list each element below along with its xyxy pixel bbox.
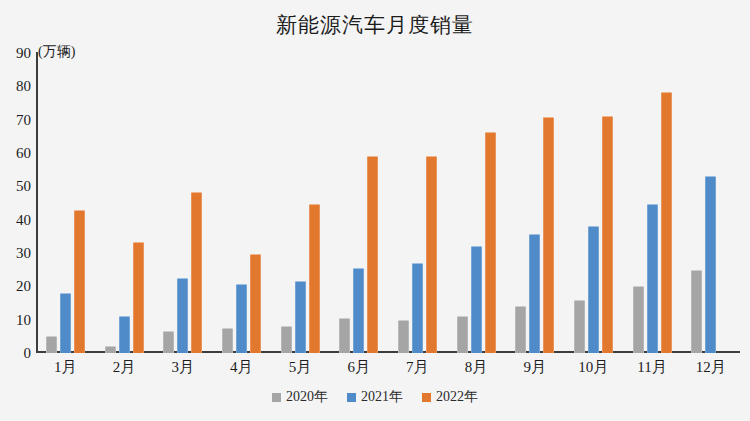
y-tick-label-30: 30 xyxy=(0,244,31,262)
bar-2021年-11月 xyxy=(647,204,658,353)
y-axis-unit-label: (万辆) xyxy=(38,43,75,61)
legend-label: 2020年 xyxy=(286,388,328,406)
bar-2020年-11月 xyxy=(633,286,644,353)
bar-2022年-10月 xyxy=(602,116,613,353)
bar-2021年-2月 xyxy=(119,316,130,353)
y-tick-label-10: 10 xyxy=(0,311,31,329)
bar-chart: 新能源汽车月度销量 (万辆) 0 10 20 30 40 50 60 70 80 90 1月2月3… xyxy=(0,0,750,421)
y-tick-label-90: 90 xyxy=(0,44,31,62)
legend-swatch-icon xyxy=(272,393,281,402)
x-label-11月: 11月 xyxy=(623,358,682,377)
bar-2021年-7月 xyxy=(412,263,423,353)
x-label-12月: 12月 xyxy=(681,358,740,377)
bar-2021年-1月 xyxy=(60,293,71,353)
bar-2022年-9月 xyxy=(543,117,554,353)
bar-2022年-5月 xyxy=(309,204,320,353)
legend-swatch-icon xyxy=(422,393,431,402)
bar-2021年-12月 xyxy=(705,176,716,353)
legend-label: 2021年 xyxy=(361,388,403,406)
bar-2022年-11月 xyxy=(661,92,672,353)
legend-item-2020年: 2020年 xyxy=(272,388,328,406)
bar-2020年-12月 xyxy=(691,270,702,353)
bar-2022年-3月 xyxy=(191,192,202,353)
legend-item-2022年: 2022年 xyxy=(422,388,478,406)
bar-2022年-2月 xyxy=(133,242,144,353)
y-tick-label-80: 80 xyxy=(0,77,31,95)
bar-2022年-1月 xyxy=(74,210,85,353)
bar-2022年-6月 xyxy=(367,156,378,353)
bar-2021年-6月 xyxy=(353,268,364,353)
bar-2020年-6月 xyxy=(339,318,350,353)
y-axis-line xyxy=(36,52,38,353)
x-label-3月: 3月 xyxy=(153,358,212,377)
x-label-9月: 9月 xyxy=(505,358,564,377)
bar-2020年-7月 xyxy=(398,320,409,353)
bar-2020年-8月 xyxy=(457,316,468,353)
x-label-2月: 2月 xyxy=(95,358,154,377)
y-tick-label-0: 0 xyxy=(0,344,31,362)
legend: 2020年 2021年 2022年 xyxy=(0,388,750,406)
bar-2020年-9月 xyxy=(515,306,526,353)
bar-2021年-9月 xyxy=(529,234,540,353)
bar-2021年-10月 xyxy=(588,226,599,353)
bar-2020年-2月 xyxy=(105,346,116,353)
bar-2020年-5月 xyxy=(281,326,292,353)
y-tick-label-40: 40 xyxy=(0,211,31,229)
bar-2022年-7月 xyxy=(426,156,437,353)
bar-2021年-8月 xyxy=(471,246,482,353)
y-tick-label-60: 60 xyxy=(0,144,31,162)
y-tick-label-20: 20 xyxy=(0,277,31,295)
bar-2022年-8月 xyxy=(485,132,496,353)
chart-title: 新能源汽车月度销量 xyxy=(0,11,750,39)
x-label-8月: 8月 xyxy=(447,358,506,377)
bar-2021年-4月 xyxy=(236,284,247,353)
bar-2021年-3月 xyxy=(177,278,188,353)
bar-2020年-1月 xyxy=(46,336,57,353)
bar-2021年-5月 xyxy=(295,281,306,353)
y-tick-label-70: 70 xyxy=(0,111,31,129)
x-label-5月: 5月 xyxy=(271,358,330,377)
legend-item-2021年: 2021年 xyxy=(347,388,403,406)
bar-2022年-4月 xyxy=(250,254,261,353)
x-label-4月: 4月 xyxy=(212,358,271,377)
x-label-10月: 10月 xyxy=(564,358,623,377)
bar-2020年-10月 xyxy=(574,300,585,353)
x-label-1月: 1月 xyxy=(36,358,95,377)
legend-label: 2022年 xyxy=(436,388,478,406)
legend-swatch-icon xyxy=(347,393,356,402)
x-label-6月: 6月 xyxy=(329,358,388,377)
bar-2020年-4月 xyxy=(222,328,233,353)
x-label-7月: 7月 xyxy=(388,358,447,377)
y-tick-label-50: 50 xyxy=(0,177,31,195)
bar-2020年-3月 xyxy=(163,331,174,353)
